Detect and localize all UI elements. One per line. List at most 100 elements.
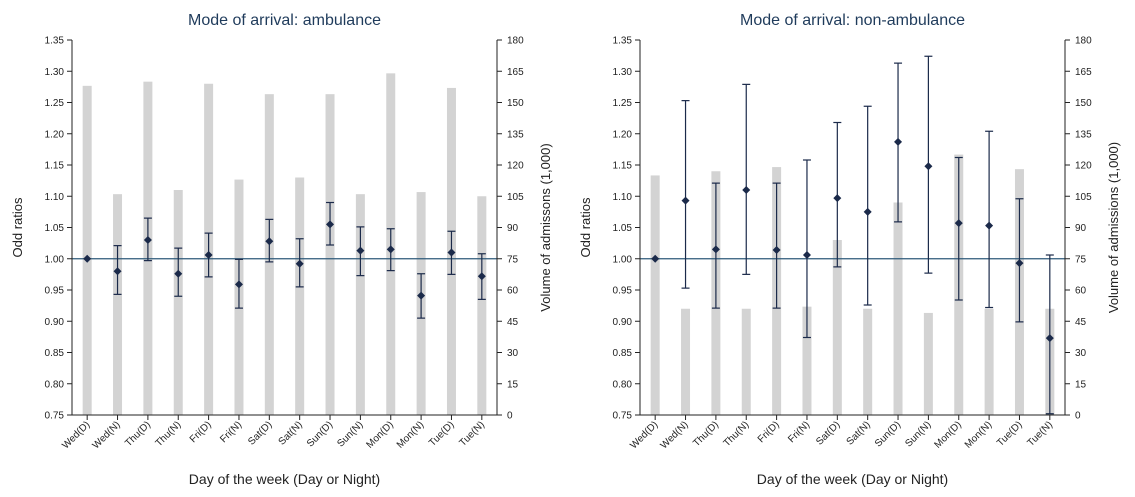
left-tick-label: 1.35 <box>45 36 65 47</box>
y-axis-title-right: Volume of admissons (1,000) <box>538 143 553 311</box>
left-tick-label: 0.85 <box>613 348 633 359</box>
x-tick-label: Sun(N) <box>903 419 933 449</box>
plot-area <box>639 39 1066 416</box>
odds-ratio-point <box>863 207 872 216</box>
left-tick-label: 1.05 <box>45 223 65 234</box>
x-tick-label: Mon(D) <box>365 419 396 450</box>
x-tick-label: Thu(N) <box>154 419 184 449</box>
x-tick-label: Fri(N) <box>786 419 812 445</box>
right-tick-label: 135 <box>1075 129 1092 140</box>
right-tick-label: 120 <box>507 161 524 172</box>
x-tick-label: Wed(D) <box>60 419 92 451</box>
odds-ratio-point <box>265 237 274 246</box>
left-tick-label: 1.05 <box>613 223 633 234</box>
volume-bar <box>802 306 812 415</box>
x-tick-label: Mon(D) <box>933 419 964 450</box>
chart-panel-non-ambulance: Mode of arrival: non-ambulance 0.75 0.80 0.… <box>568 0 1135 492</box>
chart-ambulance: Mode of arrival: ambulance 0.75 0.80 0.85 0.… <box>10 12 553 487</box>
right-tick-label: 150 <box>1075 98 1092 109</box>
x-tick-label: Thu(D) <box>691 419 721 449</box>
right-tick-label: 135 <box>507 129 524 140</box>
right-tick-label: 105 <box>1075 192 1092 203</box>
right-tick-label: 165 <box>1075 67 1092 78</box>
left-tick-label: 1.10 <box>613 192 633 203</box>
right-tick-label: 0 <box>507 411 513 422</box>
odds-ratio-point <box>113 267 122 276</box>
volume-bar <box>923 312 933 415</box>
volume-bar <box>355 194 365 415</box>
left-tick-label: 1.30 <box>45 67 65 78</box>
volume-bar <box>113 194 123 415</box>
left-tick-label: 0.95 <box>613 286 633 297</box>
x-tick-label: Wed(N) <box>659 419 691 451</box>
right-tick-label: 75 <box>1075 254 1087 265</box>
volume-bar <box>295 177 305 415</box>
left-tick-label: 1.00 <box>613 254 633 265</box>
odds-ratio-point <box>894 137 903 146</box>
volume-bar <box>741 308 751 415</box>
odds-ratio-point <box>295 259 304 268</box>
odds-ratio-point <box>143 236 152 244</box>
odds-ratio-point <box>742 186 751 194</box>
volume-bar <box>832 240 842 415</box>
right-tick-label: 90 <box>1075 223 1087 234</box>
odds-ratio-point <box>1015 259 1024 268</box>
left-tick-label: 1.30 <box>613 67 633 78</box>
right-tick-label: 30 <box>507 348 519 359</box>
volume-bar <box>984 308 994 415</box>
odds-ratio-point <box>924 162 933 171</box>
odds-ratio-point <box>1045 334 1054 343</box>
odds-ratio-point <box>417 291 426 300</box>
left-tick-label: 1.15 <box>613 161 633 172</box>
x-tick-label: Tue(N) <box>457 419 487 449</box>
odds-ratio-point <box>356 246 365 255</box>
x-tick-label: Tue(N) <box>1025 419 1055 449</box>
x-tick-label: Sat(N) <box>845 419 873 447</box>
volume-bar <box>863 308 873 415</box>
right-tick-label: 75 <box>507 254 519 265</box>
x-tick-label: Thu(N) <box>722 419 752 449</box>
volume-bar <box>681 308 691 415</box>
left-tick-label: 1.25 <box>613 98 633 109</box>
volume-bar <box>650 175 660 415</box>
odds-ratio-point <box>326 220 335 229</box>
odds-ratio-point <box>833 194 842 203</box>
right-tick-label: 45 <box>1075 317 1087 328</box>
right-tick-label: 60 <box>1075 286 1087 297</box>
x-tick-label: Sun(D) <box>873 419 903 449</box>
odds-ratio-point <box>681 196 690 205</box>
right-tick-label: 180 <box>507 36 524 47</box>
x-tick-label: Sat(D) <box>814 419 842 447</box>
right-tick-label: 105 <box>507 192 524 203</box>
volume-bar <box>325 94 335 416</box>
left-tick-label: 1.00 <box>45 254 65 265</box>
odds-ratio-point <box>477 272 486 281</box>
x-axis-title: Day of the week (Day or Night) <box>757 471 948 487</box>
x-tick-label: Sun(N) <box>335 419 365 449</box>
left-tick-label: 0.90 <box>45 317 65 328</box>
chart-title: Mode of arrival: non-ambulance <box>740 12 965 29</box>
y-axis-title-right: Volume of admissions (1,000) <box>1106 142 1121 313</box>
left-tick-label: 1.35 <box>613 36 633 47</box>
volume-bar <box>173 190 183 415</box>
odds-ratio-point <box>651 254 660 263</box>
right-tick-label: 15 <box>507 379 519 390</box>
odds-ratio-point <box>174 269 183 278</box>
chart-title: Mode of arrival: ambulance <box>188 12 381 29</box>
left-tick-label: 0.85 <box>45 348 65 359</box>
odds-ratio-point <box>204 251 213 259</box>
x-tick-label: Fri(D) <box>756 419 782 445</box>
x-axis-title: Day of the week (Day or Night) <box>189 471 380 487</box>
right-tick-label: 60 <box>507 286 519 297</box>
x-tick-label: Mon(N) <box>395 419 426 450</box>
odds-ratio-point <box>802 251 811 259</box>
volume-bar <box>82 85 92 415</box>
chart-panel-ambulance: Mode of arrival: ambulance 0.75 0.80 0.85 0.… <box>0 0 567 492</box>
right-tick-label: 15 <box>1075 379 1087 390</box>
right-tick-label: 150 <box>507 98 524 109</box>
odds-ratio-point <box>985 221 994 230</box>
x-tick-label: Tue(D) <box>427 419 457 449</box>
odds-ratio-point <box>386 245 395 254</box>
right-tick-label: 180 <box>1075 36 1092 47</box>
odds-ratio-point <box>447 248 456 257</box>
